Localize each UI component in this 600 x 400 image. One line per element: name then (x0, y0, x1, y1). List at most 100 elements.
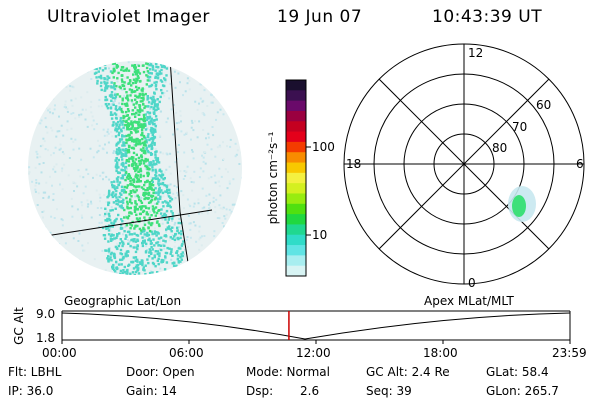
aurora-pixel (122, 114, 125, 118)
aurora-pixel (124, 68, 127, 72)
aurora-pixel (129, 198, 132, 201)
image-pixel (83, 249, 86, 252)
image-pixel (222, 113, 225, 116)
image-pixel (49, 175, 51, 178)
image-pixel (28, 239, 31, 242)
aurora-pixel (116, 198, 119, 202)
image-pixel (228, 180, 231, 183)
image-pixel (197, 63, 200, 66)
image-pixel (97, 139, 99, 142)
aurora-pixel (126, 94, 129, 97)
image-pixel (214, 211, 217, 214)
image-pixel (207, 203, 210, 206)
image-pixel (101, 249, 104, 252)
image-pixel (185, 131, 188, 134)
image-pixel (90, 78, 93, 80)
image-pixel (234, 155, 237, 158)
aurora-pixel (141, 141, 144, 145)
image-pixel (34, 184, 37, 187)
aurora-pixel (153, 244, 156, 247)
image-pixel (204, 162, 207, 165)
image-pixel (128, 240, 131, 243)
aurora-pixel (145, 206, 148, 210)
image-pixel (222, 206, 225, 209)
aurora-pixel (139, 261, 142, 264)
aurora-pixel (104, 103, 108, 106)
aurora-pixel (126, 272, 129, 275)
image-pixel (207, 133, 210, 135)
aurora-pixel (134, 143, 138, 147)
aurora-pixel (169, 271, 173, 274)
aurora-pixel (162, 259, 165, 262)
aurora-pixel (147, 261, 150, 265)
image-pixel (85, 69, 88, 72)
aurora-pixel (134, 270, 138, 274)
image-pixel (240, 69, 242, 71)
image-pixel (207, 177, 210, 180)
aurora-pixel (125, 176, 129, 179)
aurora-pixel (114, 270, 117, 273)
aurora-pixel (120, 218, 123, 221)
image-pixel (134, 180, 137, 183)
aurora-pixel (174, 270, 178, 273)
image-pixel (44, 63, 47, 65)
colorbar-band (286, 234, 306, 246)
aurora-pixel (146, 98, 149, 101)
image-pixel (28, 217, 31, 220)
image-pixel (236, 149, 239, 152)
image-pixel (55, 135, 58, 138)
image-pixel (177, 72, 180, 75)
image-pixel (116, 80, 119, 83)
aurora-pixel (126, 128, 129, 131)
image-pixel (47, 85, 50, 88)
image-pixel (90, 202, 93, 205)
image-pixel (201, 187, 204, 190)
aurora-pixel (160, 176, 163, 179)
aurora-pixel (129, 190, 132, 193)
image-pixel (216, 91, 218, 94)
aurora-pixel (133, 227, 136, 230)
aurora-pixel (170, 250, 173, 253)
image-pixel (28, 62, 31, 65)
aurora-pixel (150, 126, 153, 130)
aurora-pixel (148, 145, 151, 148)
aurora-pixel (151, 142, 154, 145)
image-pixel (57, 86, 59, 89)
aurora-pixel (134, 98, 137, 101)
image-pixel (218, 217, 221, 220)
image-pixel (81, 108, 84, 111)
image-pixel (196, 136, 199, 139)
aurora-pixel (128, 138, 131, 141)
polar-plot (343, 43, 585, 285)
aurora-pixel (146, 165, 149, 168)
image-pixel (145, 249, 148, 252)
colorbar-label-100: 100 (312, 140, 335, 154)
aurora-pixel (115, 236, 118, 239)
aurora-pixel (168, 204, 171, 207)
image-pixel (229, 247, 232, 250)
aurora-pixel (130, 195, 133, 198)
image-pixel (143, 221, 146, 224)
aurora-pixel (153, 142, 156, 145)
aurora-pixel (157, 107, 160, 110)
mlt-label-0: 0 (468, 276, 476, 290)
aurora-pixel (148, 248, 151, 251)
image-pixel (214, 181, 217, 184)
image-pixel (39, 122, 42, 125)
image-pixel (67, 174, 70, 177)
image-pixel (171, 219, 174, 222)
image-pixel (56, 244, 59, 247)
image-pixel (169, 183, 172, 186)
aurora-pixel (141, 64, 145, 67)
aurora-pixel (120, 252, 124, 256)
image-pixel (153, 227, 156, 230)
aurora-pixel (129, 272, 132, 275)
aurora-pixel (109, 234, 113, 238)
image-pixel (208, 272, 211, 275)
aurora-pixel (120, 155, 123, 158)
aurora-pixel (115, 169, 118, 173)
image-pixel (221, 72, 224, 75)
aurora-pixel (147, 101, 151, 104)
image-pixel (211, 101, 214, 104)
aurora-pixel (150, 179, 154, 182)
